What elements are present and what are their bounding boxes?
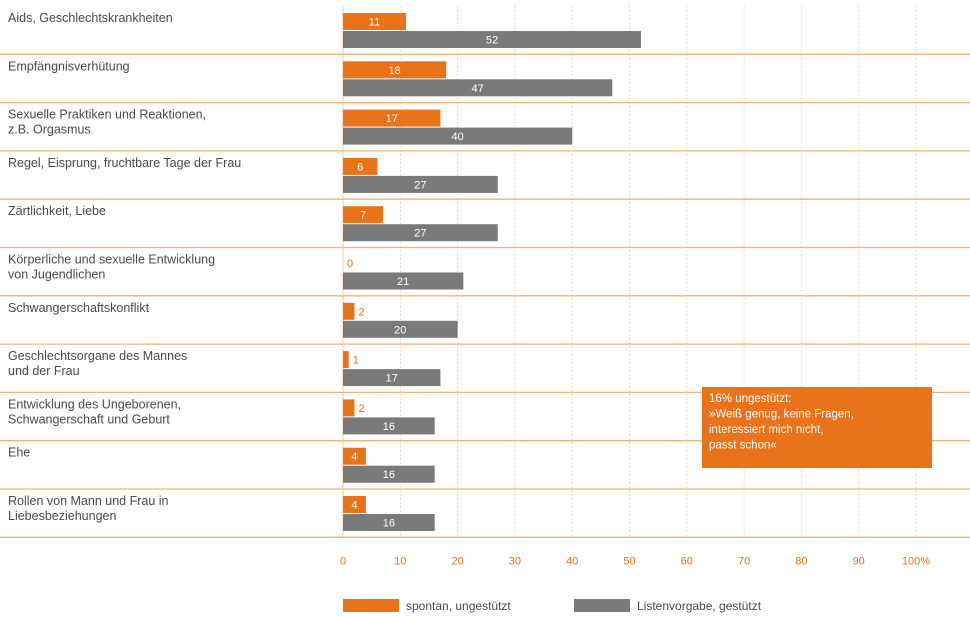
category-rows: Aids, Geschlechtskrankheiten Empfängnisve… (0, 11, 970, 538)
bar-label-spontan-7: 1 (353, 355, 359, 367)
category-label-k-rperliche-und-sexuelle-entwi: Körperliche und sexuelle Entwicklung von … (8, 253, 215, 282)
bar-spontan-0 (343, 13, 407, 30)
bar-label-listenvorgabe-2: 40 (451, 131, 463, 143)
bar-listenvorgabe-4 (343, 224, 498, 242)
bar-spontan-10 (343, 496, 366, 513)
category-label-regel-eisprung-fruchtbare-tage: Regel, Eisprung, fruchtbare Tage der Fra… (8, 156, 241, 170)
bar-spontan-2 (343, 109, 441, 127)
x-tick-label-20: 20 (451, 555, 463, 567)
bars: 11 52 18 47 17 40 6 27 7 27 0 21 2 20 1 17 2 16 4 16 4 16 (343, 13, 641, 531)
bar-label-listenvorgabe-7: 17 (386, 373, 398, 385)
annotation-background (702, 387, 932, 468)
legend-swatch-spontan (343, 599, 399, 612)
bar-listenvorgabe-0 (343, 31, 641, 48)
bar-spontan-7 (343, 351, 349, 369)
bar-listenvorgabe-5 (343, 272, 464, 290)
bar-label-listenvorgabe-3: 27 (414, 179, 426, 191)
category-label-ehe: Ehe (8, 446, 30, 460)
bar-label-listenvorgabe-8: 16 (383, 421, 395, 433)
x-tick-label-100: 100% (902, 555, 930, 567)
legend-label-listenvorgabe: Listenvorgabe, gestützt (637, 599, 762, 613)
x-tick-label-40: 40 (566, 555, 578, 567)
bar-label-spontan-2: 17 (386, 113, 398, 125)
category-label-rollen-von-mann-und-frau-in: Rollen von Mann und Frau in Liebesbeziehu… (8, 494, 169, 523)
category-label-sexuelle-praktiken-und-reaktio: Sexuelle Praktiken und Reaktionen, z.B. O… (8, 108, 206, 137)
bar-listenvorgabe-9 (343, 465, 435, 483)
bar-label-spontan-10: 4 (351, 500, 357, 512)
category-label-geschlechtsorgane-des-mannes: Geschlechtsorgane des Mannes und der Frau (8, 349, 187, 378)
bar-label-listenvorgabe-6: 20 (394, 324, 406, 336)
x-tick-label-60: 60 (681, 555, 693, 567)
bar-label-listenvorgabe-5: 21 (397, 276, 409, 288)
bar-label-spontan-9: 4 (351, 451, 357, 463)
bar-label-listenvorgabe-10: 16 (383, 518, 395, 530)
bar-label-spontan-0: 11 (369, 17, 380, 29)
bar-label-listenvorgabe-0: 52 (486, 35, 498, 47)
bar-label-spontan-1: 18 (388, 65, 400, 77)
bar-listenvorgabe-8 (343, 417, 435, 435)
annotation-text: 16% ungestützt: »Weiß genug, keine Fragen… (709, 393, 854, 452)
bar-listenvorgabe-10 (343, 514, 435, 531)
category-label-schwangerschaftskonflikt: Schwangerschaftskonflikt (8, 301, 150, 315)
bar-label-spontan-4: 7 (360, 210, 366, 222)
bar-label-listenvorgabe-9: 16 (383, 469, 395, 481)
x-tick-label-70: 70 (738, 555, 750, 567)
x-tick-label-0: 0 (340, 555, 346, 567)
legend-swatch-listenvorgabe (574, 599, 630, 612)
bar-label-spontan-5: 0 (347, 258, 353, 270)
bar-label-spontan-3: 6 (357, 161, 363, 173)
legend-label-spontan: spontan, ungestützt (406, 599, 511, 613)
category-label-empf-ngnisverh-tung: Empfängnisverhütung (8, 59, 130, 73)
x-tick-label-90: 90 (853, 555, 865, 567)
bar-label-listenvorgabe-4: 27 (414, 228, 426, 240)
category-label-z-rtlichkeit-liebe: Zärtlichkeit, Liebe (8, 204, 106, 218)
bar-label-listenvorgabe-1: 47 (472, 83, 484, 95)
x-tick-label-30: 30 (509, 555, 521, 567)
bar-spontan-6 (343, 302, 355, 320)
bar-spontan-4 (343, 206, 384, 224)
x-tick-label-80: 80 (795, 555, 807, 567)
bar-label-spontan-8: 2 (358, 403, 364, 415)
bar-label-spontan-6: 2 (358, 306, 364, 318)
bar-spontan-3 (343, 157, 378, 175)
legend: spontan, ungestützt Listenvorgabe, gestüt… (343, 599, 762, 613)
bar-spontan-9 (343, 447, 366, 465)
x-tick-label-10: 10 (394, 555, 406, 567)
bar-listenvorgabe-6 (343, 320, 458, 338)
bar-listenvorgabe-2 (343, 127, 573, 145)
category-label-aids-geschlechtskrankheiten: Aids, Geschlechtskrankheiten (8, 11, 173, 25)
bar-spontan-8 (343, 399, 355, 417)
bar-listenvorgabe-3 (343, 175, 498, 193)
x-axis: 0 10 20 30 40 50 60 70 80 90 100% (340, 555, 930, 567)
bar-listenvorgabe-1 (343, 79, 613, 97)
bar-spontan-1 (343, 61, 447, 79)
x-tick-label-50: 50 (623, 555, 635, 567)
category-label-entwicklung-des-ungeborenen: Entwicklung des Ungeborenen, Schwangersch… (8, 397, 181, 426)
bar-listenvorgabe-7 (343, 369, 441, 387)
annotation-box: 16% ungestützt: »Weiß genug, keine Fragen… (702, 387, 932, 468)
